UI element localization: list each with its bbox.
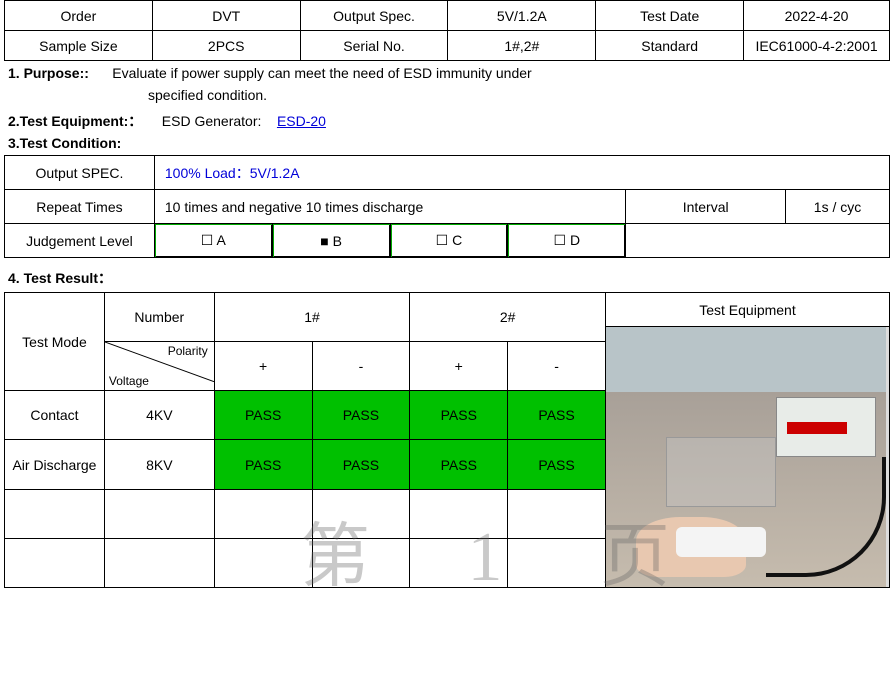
cond-int-lbl: Interval — [626, 190, 786, 224]
equipment-link[interactable]: ESD-20 — [277, 113, 326, 129]
hdr-outspec-lbl: Output Spec. — [300, 1, 448, 31]
hdr-date-lbl: Test Date — [596, 1, 744, 31]
equipment-label: ESD Generator: — [162, 113, 262, 129]
judge-opt-c-label: C — [452, 232, 462, 248]
res-r1-v2: PASS — [410, 440, 508, 489]
res-r1-mode: Air Discharge — [5, 440, 105, 489]
res-num-lbl: Number — [104, 293, 214, 342]
res-1-plus: + — [214, 342, 312, 391]
result-heading-section: 4. Test Result： — [8, 268, 888, 288]
hdr-date-val: 2022-4-20 — [744, 1, 890, 31]
res-r0-mode: Contact — [5, 391, 105, 440]
res-empty-r3-c0 — [5, 538, 105, 587]
purpose-heading: 1. Purpose:: — [8, 65, 89, 81]
photo-box — [666, 437, 776, 507]
judge-empty — [626, 224, 890, 258]
equipment-heading: 2.Test Equipment:： — [8, 113, 142, 129]
condition-heading: 3.Test Condition: — [8, 135, 121, 151]
res-polarity-lbl: Polarity — [168, 344, 208, 358]
res-2-plus: + — [410, 342, 508, 391]
res-polarity-voltage: Polarity Voltage — [104, 342, 214, 391]
hdr-std-lbl: Standard — [596, 31, 744, 61]
res-r1-v3: PASS — [508, 440, 606, 489]
res-empty-r2-c5 — [508, 489, 606, 538]
res-voltage-lbl: Voltage — [109, 374, 149, 388]
equipment-section: 2.Test Equipment:： ESD Generator: ESD-20 — [8, 111, 888, 131]
judge-opt-c: ☐ C — [390, 224, 508, 258]
res-empty-r2-c0 — [5, 489, 105, 538]
res-empty-r2-c1 — [104, 489, 214, 538]
res-r1-v1: PASS — [312, 440, 410, 489]
res-r0-num: 4KV — [104, 391, 214, 440]
res-col2: 2# — [410, 293, 606, 342]
purpose-section: 1. Purpose:: Evaluate if power supply ca… — [8, 65, 888, 103]
hdr-order-lbl: Order — [5, 1, 153, 31]
cond-rep-lbl: Repeat Times — [5, 190, 155, 224]
hdr-size-val: 2PCS — [152, 31, 300, 61]
res-r1-v0: PASS — [214, 440, 312, 489]
res-empty-r2-c3 — [312, 489, 410, 538]
res-equip-lbl: Test Equipment — [606, 293, 889, 327]
purpose-line1: Evaluate if power supply can meet the ne… — [112, 65, 531, 81]
res-r0-v0: PASS — [214, 391, 312, 440]
purpose-line2: specified condition. — [148, 87, 888, 103]
judge-opt-a-label: A — [216, 232, 225, 248]
res-empty-r3-c4 — [410, 538, 508, 587]
judge-opt-d: ☐ D — [508, 224, 626, 258]
result-table: Test Mode Number 1# 2# Test Equipment Po… — [4, 292, 890, 588]
condition-table: Output SPEC. 100% Load：5V/1.2A Repeat Ti… — [4, 155, 890, 258]
res-empty-r3-c1 — [104, 538, 214, 587]
hdr-size-lbl: Sample Size — [5, 31, 153, 61]
judge-opt-d-label: D — [570, 232, 580, 248]
hdr-order-val: DVT — [152, 1, 300, 31]
judge-opt-b-label: B — [333, 233, 342, 249]
res-empty-r2-c4 — [410, 489, 508, 538]
hdr-serial-val: 1#,2# — [448, 31, 596, 61]
condition-heading-section: 3.Test Condition: — [8, 135, 888, 151]
cond-rep-val: 10 times and negative 10 times discharge — [154, 190, 625, 224]
hdr-serial-lbl: Serial No. — [300, 31, 448, 61]
cond-int-val: 1s / cyc — [786, 190, 890, 224]
res-1-minus: - — [312, 342, 410, 391]
header-table: Order DVT Output Spec. 5V/1.2A Test Date… — [4, 0, 890, 61]
res-2-minus: - — [508, 342, 606, 391]
hdr-std-val: IEC61000-4-2:2001 — [744, 31, 890, 61]
res-empty-r2-c2 — [214, 489, 312, 538]
res-r1-num: 8KV — [104, 440, 214, 489]
cond-judge-lbl: Judgement Level — [5, 224, 155, 258]
hdr-outspec-val: 5V/1.2A — [448, 1, 596, 31]
res-mode-lbl: Test Mode — [5, 293, 105, 391]
res-empty-r3-c3 — [312, 538, 410, 587]
equipment-photo — [606, 327, 886, 587]
res-r0-v3: PASS — [508, 391, 606, 440]
res-r0-v2: PASS — [410, 391, 508, 440]
judge-opt-a: ☐ A — [154, 224, 272, 258]
photo-gun — [676, 527, 766, 557]
judge-opt-b: ■ B — [272, 224, 390, 258]
res-equip-cell: Test Equipment — [605, 293, 889, 588]
res-r0-v1: PASS — [312, 391, 410, 440]
res-empty-r3-c2 — [214, 538, 312, 587]
cond-spec-val: 100% Load：5V/1.2A — [154, 156, 889, 190]
result-heading: 4. Test Result： — [8, 270, 112, 286]
res-col1: 1# — [214, 293, 410, 342]
cond-spec-lbl: Output SPEC. — [5, 156, 155, 190]
photo-cable — [766, 457, 886, 577]
photo-instrument — [776, 397, 876, 457]
res-empty-r3-c5 — [508, 538, 606, 587]
